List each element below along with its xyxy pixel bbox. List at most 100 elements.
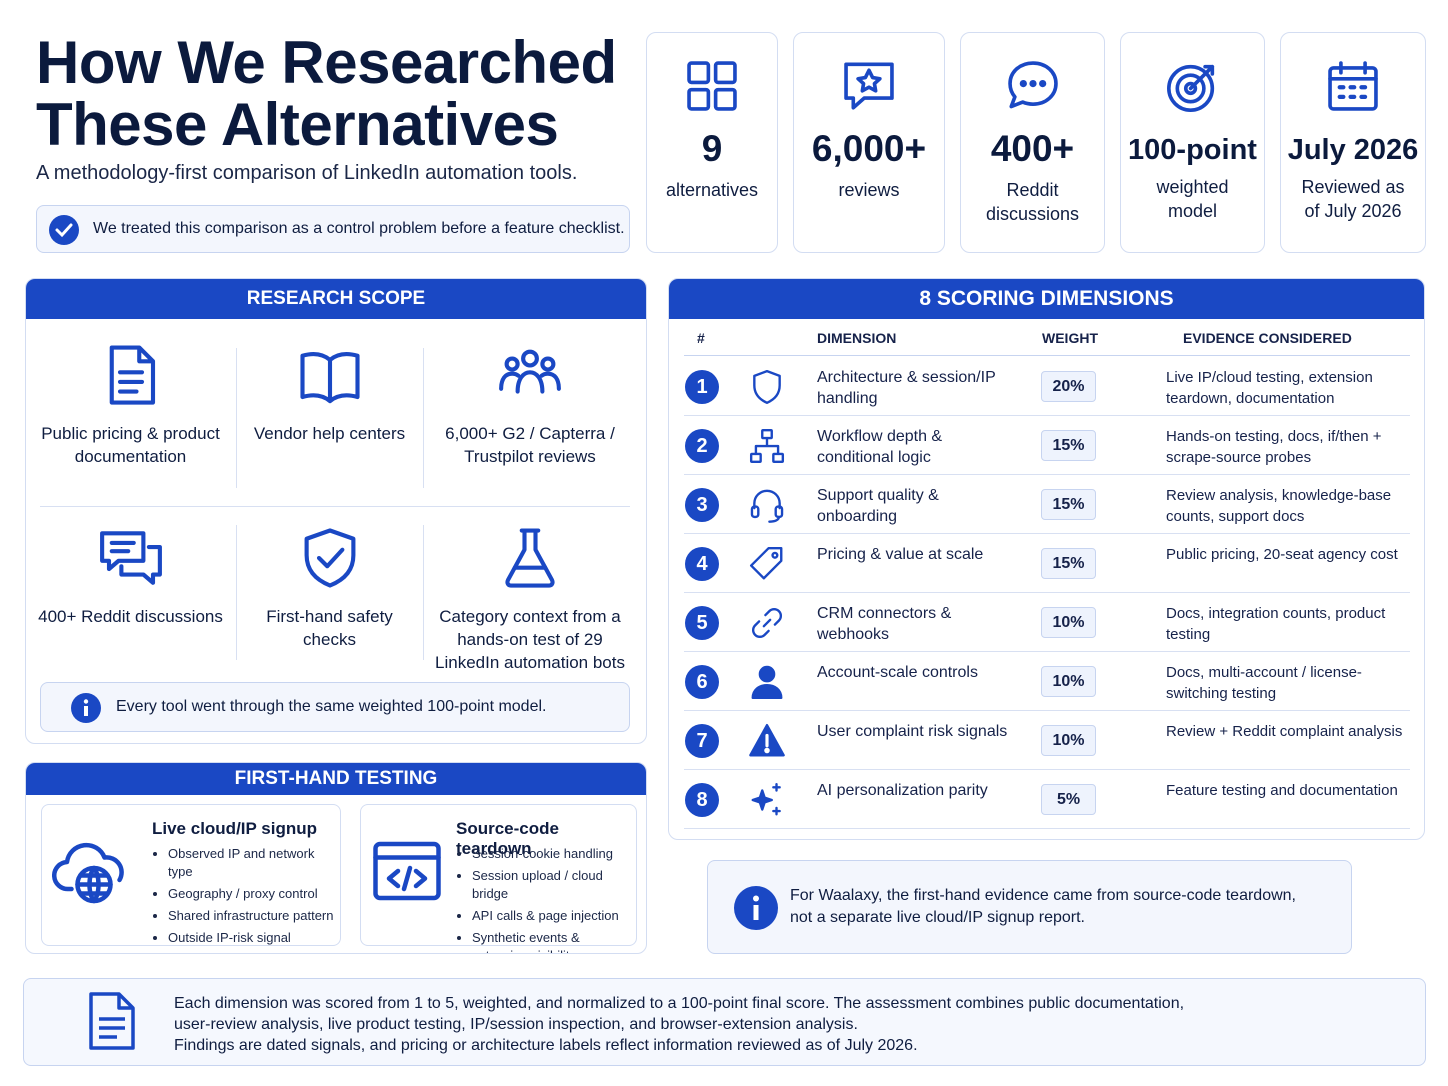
- panel-header: FIRST-HAND TESTING: [26, 763, 646, 795]
- stat-value: 6,000+: [811, 128, 927, 169]
- row-number: 5: [685, 606, 719, 640]
- row-icon: [748, 368, 786, 411]
- icon-part: [753, 895, 759, 902]
- icon-part: [499, 370, 561, 394]
- icon-part: [753, 369, 781, 405]
- icon-part: [504, 356, 520, 372]
- icon-part: [687, 61, 711, 85]
- info-icon: [71, 693, 101, 728]
- icon-part: [751, 782, 781, 816]
- icon-part: [299, 351, 360, 404]
- icon-part: [771, 551, 779, 559]
- icon-part: [1183, 81, 1197, 96]
- footer-line: Each dimension was scored from 1 to 5, w…: [174, 995, 1185, 1012]
- icon-part: [304, 528, 355, 588]
- icon-part: [89, 992, 135, 1050]
- testing-card-title: Live cloud/IP signup: [152, 819, 317, 838]
- bullet: Synthetic events & extension visibility: [472, 929, 632, 953]
- scope-item: Public pricing & product documentation: [25, 342, 236, 468]
- row-number: 3: [685, 488, 719, 522]
- testing-card: Source-code teardownSession-cookie handl…: [360, 804, 637, 953]
- divider: [236, 525, 237, 660]
- scope-icon: [98, 525, 164, 605]
- row-number: 1: [685, 370, 719, 404]
- weight: 15%: [1041, 430, 1096, 461]
- callout: For Waalaxy, the first-hand evidence cam…: [707, 860, 1352, 954]
- weight: 20%: [1041, 371, 1096, 402]
- bullet: Observed IP and network type: [168, 845, 336, 881]
- icon-part: [540, 356, 556, 372]
- scope-note-text: Every tool went through the same weighte…: [116, 698, 547, 715]
- icon-part: [1028, 79, 1037, 88]
- evidence: Feature testing and documentation: [1166, 782, 1398, 799]
- table-row: 3 Support quality & onboarding 15% Review a…: [684, 475, 1410, 534]
- row-icon: [748, 486, 786, 529]
- icon-part: [299, 351, 360, 404]
- divider: [423, 348, 424, 488]
- scope-text: Vendor help centers: [253, 424, 406, 443]
- stat-card: July 2026 Reviewed as of July 2026: [1280, 32, 1426, 253]
- icon-part: [99, 1017, 125, 1039]
- column-header: WEIGHT: [1042, 330, 1098, 346]
- row-number: 6: [685, 665, 719, 699]
- info-icon: [734, 886, 778, 930]
- row-icon: [748, 781, 786, 824]
- scope-item: First-hand safety checks: [236, 525, 423, 651]
- icon-part: [109, 540, 136, 554]
- scope-item: 6,000+ G2 / Capterra / Trustpilot review…: [423, 342, 637, 468]
- divider: [423, 525, 424, 660]
- table-row: 1 Architecture & session/IP handling 20% Li…: [684, 357, 1410, 416]
- icon-part: [764, 747, 770, 754]
- testing-card-title: Source-code teardown: [456, 819, 559, 858]
- icon-part: [316, 547, 344, 569]
- icon-part: [751, 665, 783, 700]
- evidence: Public pricing, 20-seat agency cost: [1166, 546, 1398, 563]
- scope-text: 400+ Reddit discussions: [38, 607, 223, 626]
- evidence: Review analysis, knowledge-base counts, …: [1166, 487, 1392, 525]
- icon-part: [1007, 61, 1058, 109]
- scope-icon: [497, 525, 563, 605]
- scope-text: 6,000+ G2 / Capterra / Trustpilot review…: [445, 424, 615, 466]
- evidence: Docs, integration counts, product testin…: [1166, 605, 1386, 643]
- scope-note: Every tool went through the same weighte…: [40, 682, 630, 732]
- row-icon: [748, 663, 786, 706]
- icon-part: [752, 608, 782, 638]
- testing-icon: [371, 835, 443, 912]
- weight: 5%: [1041, 784, 1096, 815]
- stat-card: 100-point weighted model: [1120, 32, 1265, 253]
- weight: 10%: [1041, 666, 1096, 697]
- row-number: 2: [685, 429, 719, 463]
- bullet-list: Session-cookie handling Session upload / …: [456, 845, 632, 953]
- table-row: 8 AI personalization parity 5% Feature test…: [684, 770, 1410, 829]
- dimension: CRM connectors & webhooks: [817, 605, 952, 643]
- table-row: 4 Pricing & value at scale 15% Public prici…: [684, 534, 1410, 593]
- icon-part: [1019, 79, 1027, 88]
- title: How We Researched These Alternatives: [36, 29, 617, 158]
- bullet: Session upload / cloud bridge: [472, 867, 632, 903]
- check-icon: [49, 215, 79, 245]
- stat-label: Reddit discussions: [985, 180, 1080, 224]
- divider: [40, 506, 630, 507]
- scope-text: First-hand safety checks: [266, 607, 393, 649]
- scope-icon: [98, 342, 164, 422]
- icon-part: [1007, 61, 1058, 109]
- icon-part: [772, 782, 781, 816]
- table-row: 2 Workflow depth & conditional logic 15% Ha…: [684, 416, 1410, 475]
- icon-part: [99, 531, 162, 585]
- icon-part: [768, 515, 781, 523]
- row-icon: [748, 427, 786, 470]
- icon-part: [753, 369, 781, 405]
- row-icon: [748, 604, 786, 647]
- column-header: EVIDENCE CONSIDERED: [1183, 330, 1352, 346]
- stat-value: 9: [701, 128, 723, 169]
- icon-part: [713, 87, 737, 111]
- icon-part: [844, 62, 894, 110]
- stat-icon: [840, 57, 898, 120]
- icon-part: [521, 349, 539, 368]
- icon-part: [1328, 61, 1378, 81]
- icon-part: [751, 789, 773, 811]
- stat-icon: [1164, 57, 1222, 120]
- stat-icon: [683, 57, 741, 120]
